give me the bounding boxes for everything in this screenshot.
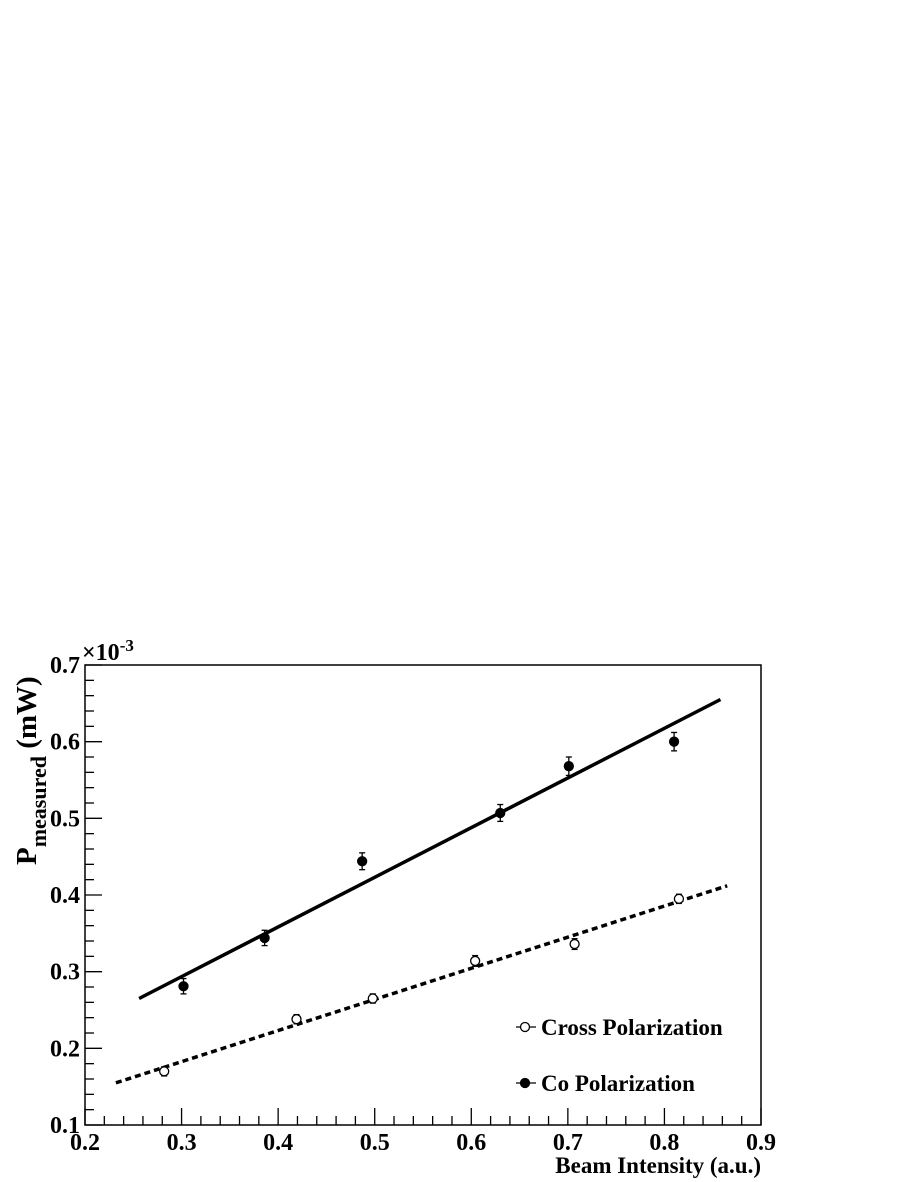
data-point-co [357,856,368,867]
legend-marker-co [519,1077,531,1089]
x-tick-label: 0.8 [649,1130,679,1156]
legend: Cross Polarization Co Polarization [516,1015,723,1096]
y-tick-label: 0.3 [50,960,80,986]
data-point-co [563,761,574,772]
y-tick-label: 0.1 [50,1113,80,1139]
data-point-cross [291,1014,302,1025]
data-points [159,731,685,1077]
x-tick-label: 0.2 [70,1130,100,1156]
data-point-co [495,807,506,819]
fit-line-cross [115,884,728,1085]
data-point-cross [367,993,378,1004]
legend-label-cross: Cross Polarization [541,1015,723,1040]
data-point-co [668,736,680,747]
x-tick-labels: 0.2 0.3 0.4 0.5 0.6 0.7 0.8 0.9 [70,1130,776,1156]
x-tick-label: 0.4 [263,1130,293,1156]
legend-label-co: Co Polarization [541,1071,695,1096]
y-tick-label: 0.4 [50,883,80,909]
fit-line-co [138,697,722,1001]
y-tick-label: 0.5 [50,806,80,832]
axis-ticks [84,664,762,1126]
y-tick-label: 0.2 [50,1036,80,1062]
data-point-cross [569,938,580,950]
y-axis-title: Pmeasured (mW) [11,676,51,865]
y-multiplier: ×10-3 [82,636,134,666]
data-point-co [178,981,189,992]
y-tick-labels: 0.1 0.2 0.3 0.4 0.5 0.6 0.7 [50,653,80,1139]
y-tick-label: 0.6 [50,730,80,756]
x-axis-title: Beam Intensity (a.u.) [555,1153,761,1178]
legend-marker-cross [519,1021,531,1033]
data-point-cross [469,955,481,967]
x-tick-label: 0.7 [553,1130,583,1156]
x-tick-label: 0.3 [167,1130,197,1156]
plot-frame [84,664,762,1126]
y-tick-label: 0.7 [50,653,80,679]
data-point-cross [673,893,685,904]
x-tick-label: 0.5 [360,1130,390,1156]
fit-lines [115,697,728,1085]
x-tick-label: 0.9 [746,1130,776,1156]
data-point-co [259,932,270,944]
data-point-cross [159,1066,170,1077]
x-tick-label: 0.6 [456,1130,486,1156]
